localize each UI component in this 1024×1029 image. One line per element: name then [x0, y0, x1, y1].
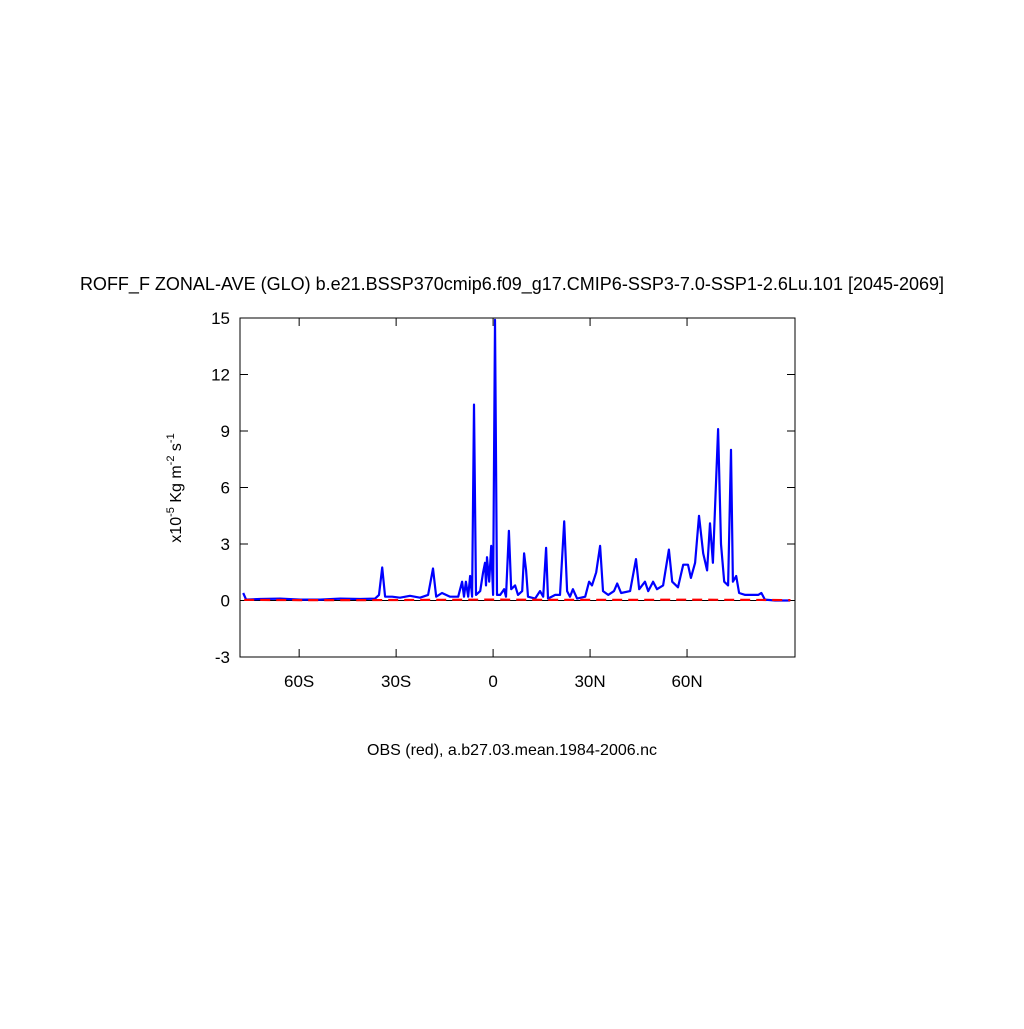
y-tick-label: 6 [221, 479, 230, 498]
data-line [244, 598, 791, 602]
plot-frame [239, 317, 796, 658]
x-axis-label: OBS (red), a.b27.03.mean.1984-2006.nc [367, 742, 657, 759]
data-line [242, 318, 791, 602]
y-tick-label: 12 [211, 366, 230, 385]
y-label-part: s [168, 443, 185, 455]
y-label-part: Kg m [168, 465, 185, 507]
x-tick-label: 0 [488, 672, 497, 691]
chart-title: ROFF_F ZONAL-AVE (GLO) b.e21.BSSP370cmip… [80, 274, 944, 295]
y-tick-label: 15 [211, 309, 230, 328]
y-tick-label: 9 [221, 422, 230, 441]
x-tick-label: 60S [284, 672, 314, 691]
x-tick-label: 30S [381, 672, 411, 691]
y-label-part: x10 [168, 517, 185, 543]
y-tick-label: 3 [221, 535, 230, 554]
y-label-sup: -1 [165, 433, 177, 443]
y-label-sup: -2 [165, 456, 177, 466]
y-tick-label: -3 [215, 648, 230, 667]
y-label-sup: -5 [165, 507, 177, 517]
x-tick-label: 60N [671, 672, 702, 691]
x-tick-label: 30N [574, 672, 605, 691]
y-axis-label: x10-5 Kg m-2 s-1 [165, 433, 185, 542]
y-tick-label: 0 [221, 592, 230, 611]
